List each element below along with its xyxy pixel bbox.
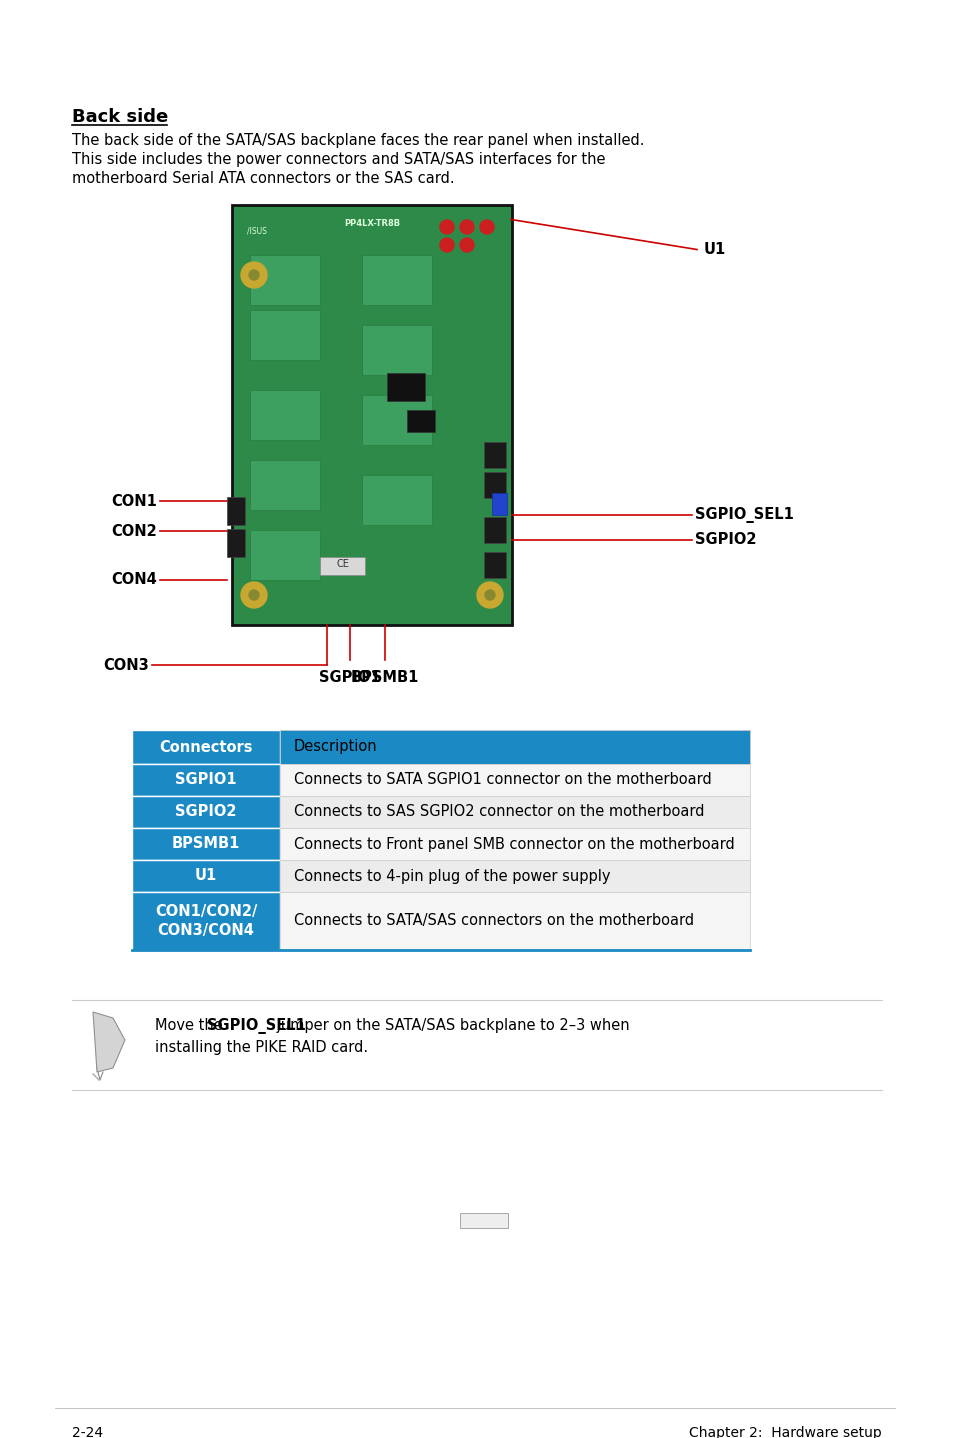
- Bar: [250, 255, 319, 305]
- Text: BPSMB1: BPSMB1: [351, 670, 418, 684]
- Bar: [483, 552, 505, 578]
- Text: CON2: CON2: [112, 523, 157, 538]
- Text: PP4LX-TR8B: PP4LX-TR8B: [344, 219, 399, 229]
- Circle shape: [249, 590, 258, 600]
- Circle shape: [439, 220, 454, 234]
- Text: Connects to SATA SGPIO1 connector on the motherboard: Connects to SATA SGPIO1 connector on the…: [294, 772, 711, 788]
- Bar: [227, 498, 245, 525]
- Text: This side includes the power connectors and SATA/SAS interfaces for the: This side includes the power connectors …: [71, 152, 605, 167]
- Bar: [483, 441, 505, 467]
- Text: CON3: CON3: [103, 657, 149, 673]
- Text: Move the: Move the: [154, 1018, 227, 1032]
- Bar: [250, 390, 319, 440]
- Text: SGPIO2: SGPIO2: [175, 804, 236, 820]
- Text: CE: CE: [336, 559, 349, 569]
- Text: motherboard Serial ATA connectors or the SAS card.: motherboard Serial ATA connectors or the…: [71, 171, 455, 186]
- Text: /ISUS: /ISUS: [247, 227, 267, 236]
- Bar: [250, 531, 319, 580]
- Bar: [387, 372, 424, 401]
- Text: SGPIO_SEL1: SGPIO_SEL1: [695, 508, 793, 523]
- Text: Connectors: Connectors: [159, 739, 253, 755]
- Bar: [227, 529, 245, 557]
- Text: U1: U1: [194, 869, 217, 883]
- Circle shape: [249, 270, 258, 280]
- Text: U1: U1: [703, 243, 725, 257]
- Bar: [132, 892, 280, 951]
- Text: Connects to SAS SGPIO2 connector on the motherboard: Connects to SAS SGPIO2 connector on the …: [294, 804, 703, 820]
- Circle shape: [459, 220, 474, 234]
- Text: Connects to SATA/SAS connectors on the motherboard: Connects to SATA/SAS connectors on the m…: [294, 913, 694, 929]
- Text: jumper on the SATA/SAS backplane to 2–3 when: jumper on the SATA/SAS backplane to 2–3 …: [272, 1018, 629, 1032]
- Bar: [361, 255, 432, 305]
- Bar: [232, 206, 512, 626]
- Bar: [280, 764, 749, 797]
- Bar: [407, 410, 435, 431]
- Bar: [280, 892, 749, 951]
- Text: SGPIO_SEL1: SGPIO_SEL1: [207, 1018, 306, 1034]
- Circle shape: [484, 590, 495, 600]
- Circle shape: [459, 239, 474, 252]
- Text: Connects to Front panel SMB connector on the motherboard: Connects to Front panel SMB connector on…: [294, 837, 734, 851]
- Bar: [280, 860, 749, 892]
- Circle shape: [476, 582, 502, 608]
- Circle shape: [241, 582, 267, 608]
- Text: CON4: CON4: [112, 572, 157, 588]
- Text: Connects to 4-pin plug of the power supply: Connects to 4-pin plug of the power supp…: [294, 869, 610, 883]
- Bar: [361, 395, 432, 444]
- Bar: [319, 557, 365, 575]
- Polygon shape: [92, 1012, 125, 1071]
- Bar: [280, 731, 749, 764]
- Text: 2-24: 2-24: [71, 1426, 103, 1438]
- Bar: [459, 1214, 507, 1228]
- Text: installing the PIKE RAID card.: installing the PIKE RAID card.: [154, 1040, 368, 1055]
- Bar: [483, 518, 505, 544]
- Bar: [483, 472, 505, 498]
- Bar: [132, 860, 280, 892]
- Bar: [492, 493, 506, 515]
- Bar: [132, 764, 280, 797]
- Text: Description: Description: [294, 739, 377, 755]
- Text: The back side of the SATA/SAS backplane faces the rear panel when installed.: The back side of the SATA/SAS backplane …: [71, 132, 644, 148]
- Text: Back side: Back side: [71, 108, 168, 127]
- Circle shape: [439, 239, 454, 252]
- Text: SGPIO1: SGPIO1: [175, 772, 236, 788]
- Circle shape: [241, 262, 267, 288]
- Bar: [132, 731, 280, 764]
- Bar: [132, 797, 280, 828]
- Text: Chapter 2:  Hardware setup: Chapter 2: Hardware setup: [688, 1426, 882, 1438]
- Bar: [280, 797, 749, 828]
- Bar: [250, 311, 319, 360]
- Text: CON1/CON2/
CON3/CON4: CON1/CON2/ CON3/CON4: [154, 903, 257, 939]
- Text: BPSMB1: BPSMB1: [172, 837, 240, 851]
- Bar: [361, 475, 432, 525]
- Bar: [361, 325, 432, 375]
- Bar: [132, 828, 280, 860]
- Text: SGPIO1: SGPIO1: [319, 670, 380, 684]
- Text: CON1: CON1: [111, 493, 157, 509]
- Bar: [280, 828, 749, 860]
- Circle shape: [479, 220, 494, 234]
- Text: SGPIO2: SGPIO2: [695, 532, 756, 548]
- Bar: [250, 460, 319, 510]
